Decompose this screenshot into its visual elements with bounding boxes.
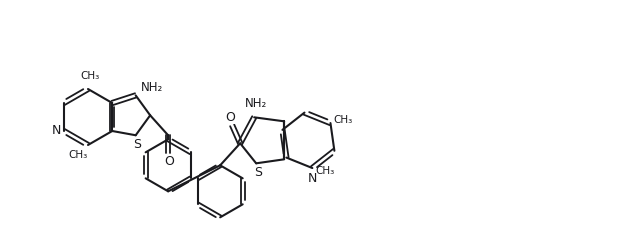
Text: CH₃: CH₃ — [334, 115, 353, 125]
Text: CH₃: CH₃ — [316, 166, 335, 176]
Text: O: O — [225, 111, 235, 124]
Text: S: S — [254, 166, 262, 179]
Text: N: N — [308, 172, 317, 184]
Text: NH₂: NH₂ — [245, 97, 268, 110]
Text: NH₂: NH₂ — [141, 81, 163, 94]
Text: S: S — [133, 138, 141, 151]
Text: CH₃: CH₃ — [80, 71, 100, 81]
Text: O: O — [165, 155, 174, 168]
Text: CH₃: CH₃ — [68, 150, 88, 160]
Text: N: N — [52, 125, 62, 137]
